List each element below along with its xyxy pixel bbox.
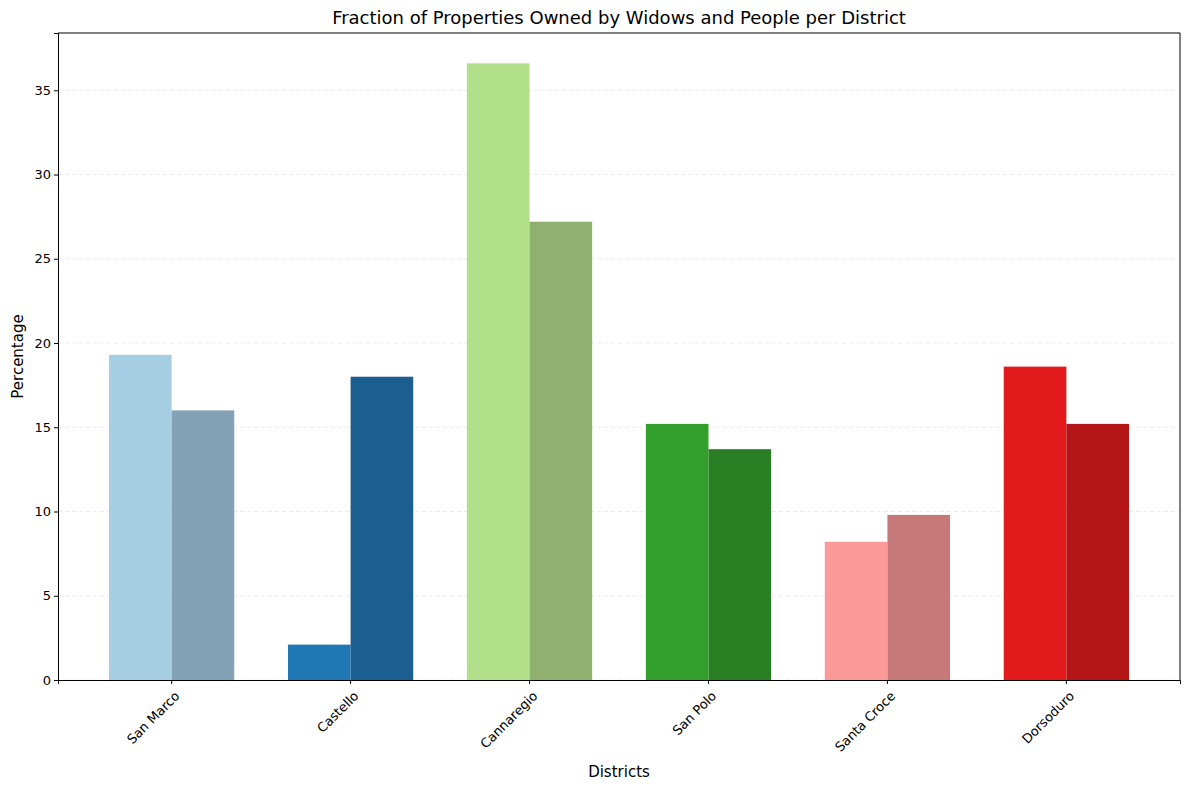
- grid-line: [58, 343, 1180, 344]
- bar: [708, 449, 771, 680]
- bar: [172, 410, 235, 680]
- y-tick-mark: [54, 90, 58, 91]
- frame: [58, 33, 1180, 680]
- y-tick-mark: [54, 175, 58, 176]
- x-tick-mark: [887, 680, 888, 684]
- bar: [530, 222, 593, 680]
- y-tick-label: 35: [34, 83, 51, 98]
- spine: [1180, 33, 1181, 680]
- y-tick: 0: [43, 673, 58, 688]
- x-tick-label: San Marco: [124, 688, 183, 747]
- y-tick-mark: [54, 596, 58, 597]
- bar: [1004, 367, 1067, 680]
- y-tick-label: 15: [34, 420, 51, 435]
- spine: [58, 33, 1180, 34]
- bar: [467, 63, 530, 680]
- x-tick: San Marco: [124, 680, 183, 747]
- y-tick-mark: [54, 259, 58, 260]
- x-tick: San Polo: [670, 680, 720, 738]
- y-tick: 35: [34, 83, 58, 98]
- y-tick-label: 5: [43, 588, 51, 603]
- y-tick-mark: [54, 427, 58, 428]
- grid: [58, 90, 1180, 680]
- x-axis-line: [59, 681, 1181, 685]
- y-tick-mark: [54, 512, 58, 513]
- x-axis-title: Districts: [588, 763, 650, 781]
- grid-line: [58, 258, 1180, 259]
- y-tick: 10: [34, 504, 58, 519]
- x-tick-mark: [1066, 680, 1067, 684]
- y-tick: 5: [43, 588, 58, 603]
- y-axis-title: Percentage: [9, 314, 27, 398]
- y-tick-label: 20: [34, 336, 51, 351]
- y-axis-line: [54, 34, 59, 681]
- x-tick: Santa Croce: [832, 680, 898, 755]
- y-tick: 20: [34, 336, 58, 351]
- bars: [109, 63, 1129, 680]
- y-tick-label: 10: [34, 504, 51, 519]
- y-tick-label: 25: [34, 251, 51, 266]
- grid-line: [58, 90, 1180, 91]
- x-axis: San Marco Castello Cannaregio San Polo Santa…: [59, 680, 1181, 755]
- x-tick-label: Santa Croce: [832, 688, 898, 754]
- title: Fraction of Properties Owned by Widows a…: [332, 7, 906, 28]
- x-tick: Cannaregio: [477, 680, 540, 751]
- x-tick-mark: [529, 680, 530, 684]
- x-tick-mark: [708, 680, 709, 684]
- bar: [825, 542, 888, 680]
- chart: 0 5 10 15 20 25 30 35 San Marco Castello Cannaregi…: [0, 0, 1189, 790]
- y-tick: 30: [34, 167, 58, 182]
- x-tick-mark: [171, 680, 172, 684]
- x-tick: Dorsoduro: [1019, 680, 1077, 747]
- bar: [887, 515, 950, 680]
- bar: [351, 377, 414, 680]
- x-tick-label: Castello: [314, 688, 361, 735]
- y-tick: 25: [34, 251, 58, 266]
- x-tick-label: Cannaregio: [477, 688, 540, 751]
- bar: [109, 355, 172, 680]
- x-tick: Castello: [314, 680, 361, 736]
- y-tick-mark: [54, 343, 58, 344]
- y-tick: 15: [34, 420, 58, 435]
- y-axis: 0 5 10 15 20 25 30 35: [34, 34, 58, 688]
- y-tick-label: 0: [43, 673, 51, 688]
- x-tick-mark: [350, 680, 351, 684]
- y-tick-label: 30: [34, 167, 51, 182]
- bar: [646, 424, 709, 680]
- grid-line: [58, 174, 1180, 175]
- bar: [288, 645, 351, 680]
- bar: [1066, 424, 1129, 680]
- x-tick-label: Dorsoduro: [1019, 688, 1077, 746]
- x-tick-label: San Polo: [670, 688, 720, 738]
- y-tick-mark: [54, 680, 58, 681]
